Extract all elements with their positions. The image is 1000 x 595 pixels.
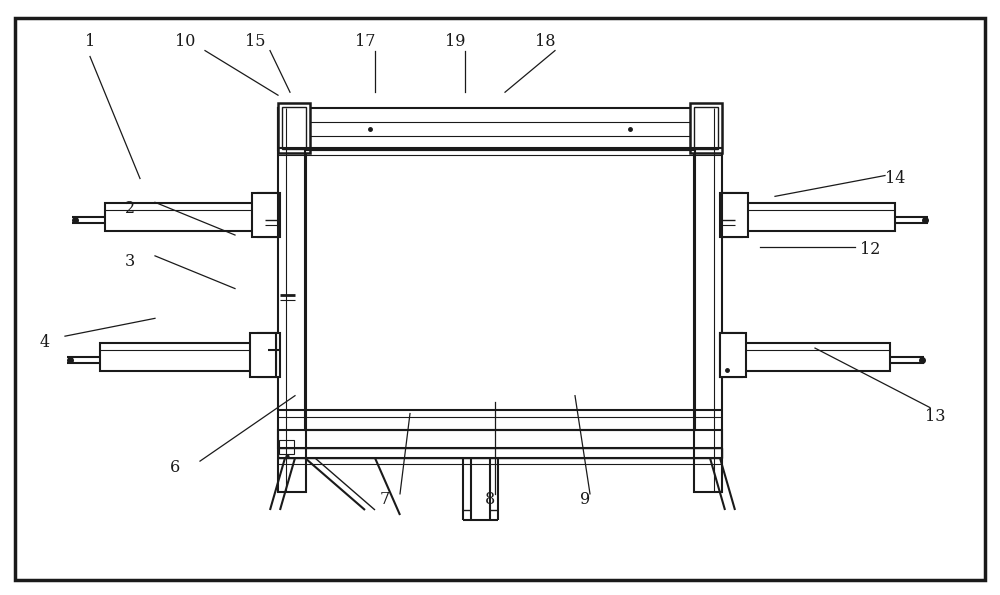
Text: 17: 17: [355, 33, 375, 50]
Text: 8: 8: [485, 491, 495, 508]
Bar: [720, 193, 742, 237]
Bar: [305, 150, 695, 430]
Text: 19: 19: [445, 33, 465, 50]
Bar: [250, 333, 276, 377]
Bar: [694, 107, 718, 149]
Text: 14: 14: [885, 170, 905, 187]
Bar: [258, 193, 280, 237]
Bar: [722, 193, 748, 237]
Bar: [278, 108, 306, 492]
Bar: [720, 333, 742, 377]
Bar: [282, 107, 306, 149]
Bar: [278, 103, 310, 153]
Bar: [105, 203, 258, 231]
Bar: [262, 337, 276, 373]
Text: 18: 18: [535, 33, 555, 50]
Text: 15: 15: [245, 33, 265, 50]
Text: 3: 3: [125, 253, 135, 270]
Bar: [278, 108, 722, 150]
Bar: [252, 193, 278, 237]
Text: 2: 2: [125, 200, 135, 217]
Bar: [742, 343, 890, 371]
Bar: [690, 103, 722, 153]
Bar: [724, 337, 738, 373]
Bar: [278, 448, 722, 458]
Bar: [724, 197, 738, 233]
Bar: [694, 108, 722, 492]
Text: 9: 9: [580, 491, 590, 508]
Text: 12: 12: [860, 242, 880, 258]
Bar: [262, 197, 276, 233]
Bar: [742, 203, 895, 231]
Text: 1: 1: [85, 33, 95, 50]
Bar: [278, 430, 722, 448]
Text: 4: 4: [40, 334, 50, 350]
Text: 7: 7: [380, 491, 390, 508]
Text: 13: 13: [925, 408, 945, 425]
Bar: [258, 333, 280, 377]
Bar: [279, 440, 294, 454]
Bar: [100, 343, 258, 371]
Text: 6: 6: [170, 459, 180, 475]
Text: 10: 10: [175, 33, 195, 50]
Bar: [720, 333, 746, 377]
